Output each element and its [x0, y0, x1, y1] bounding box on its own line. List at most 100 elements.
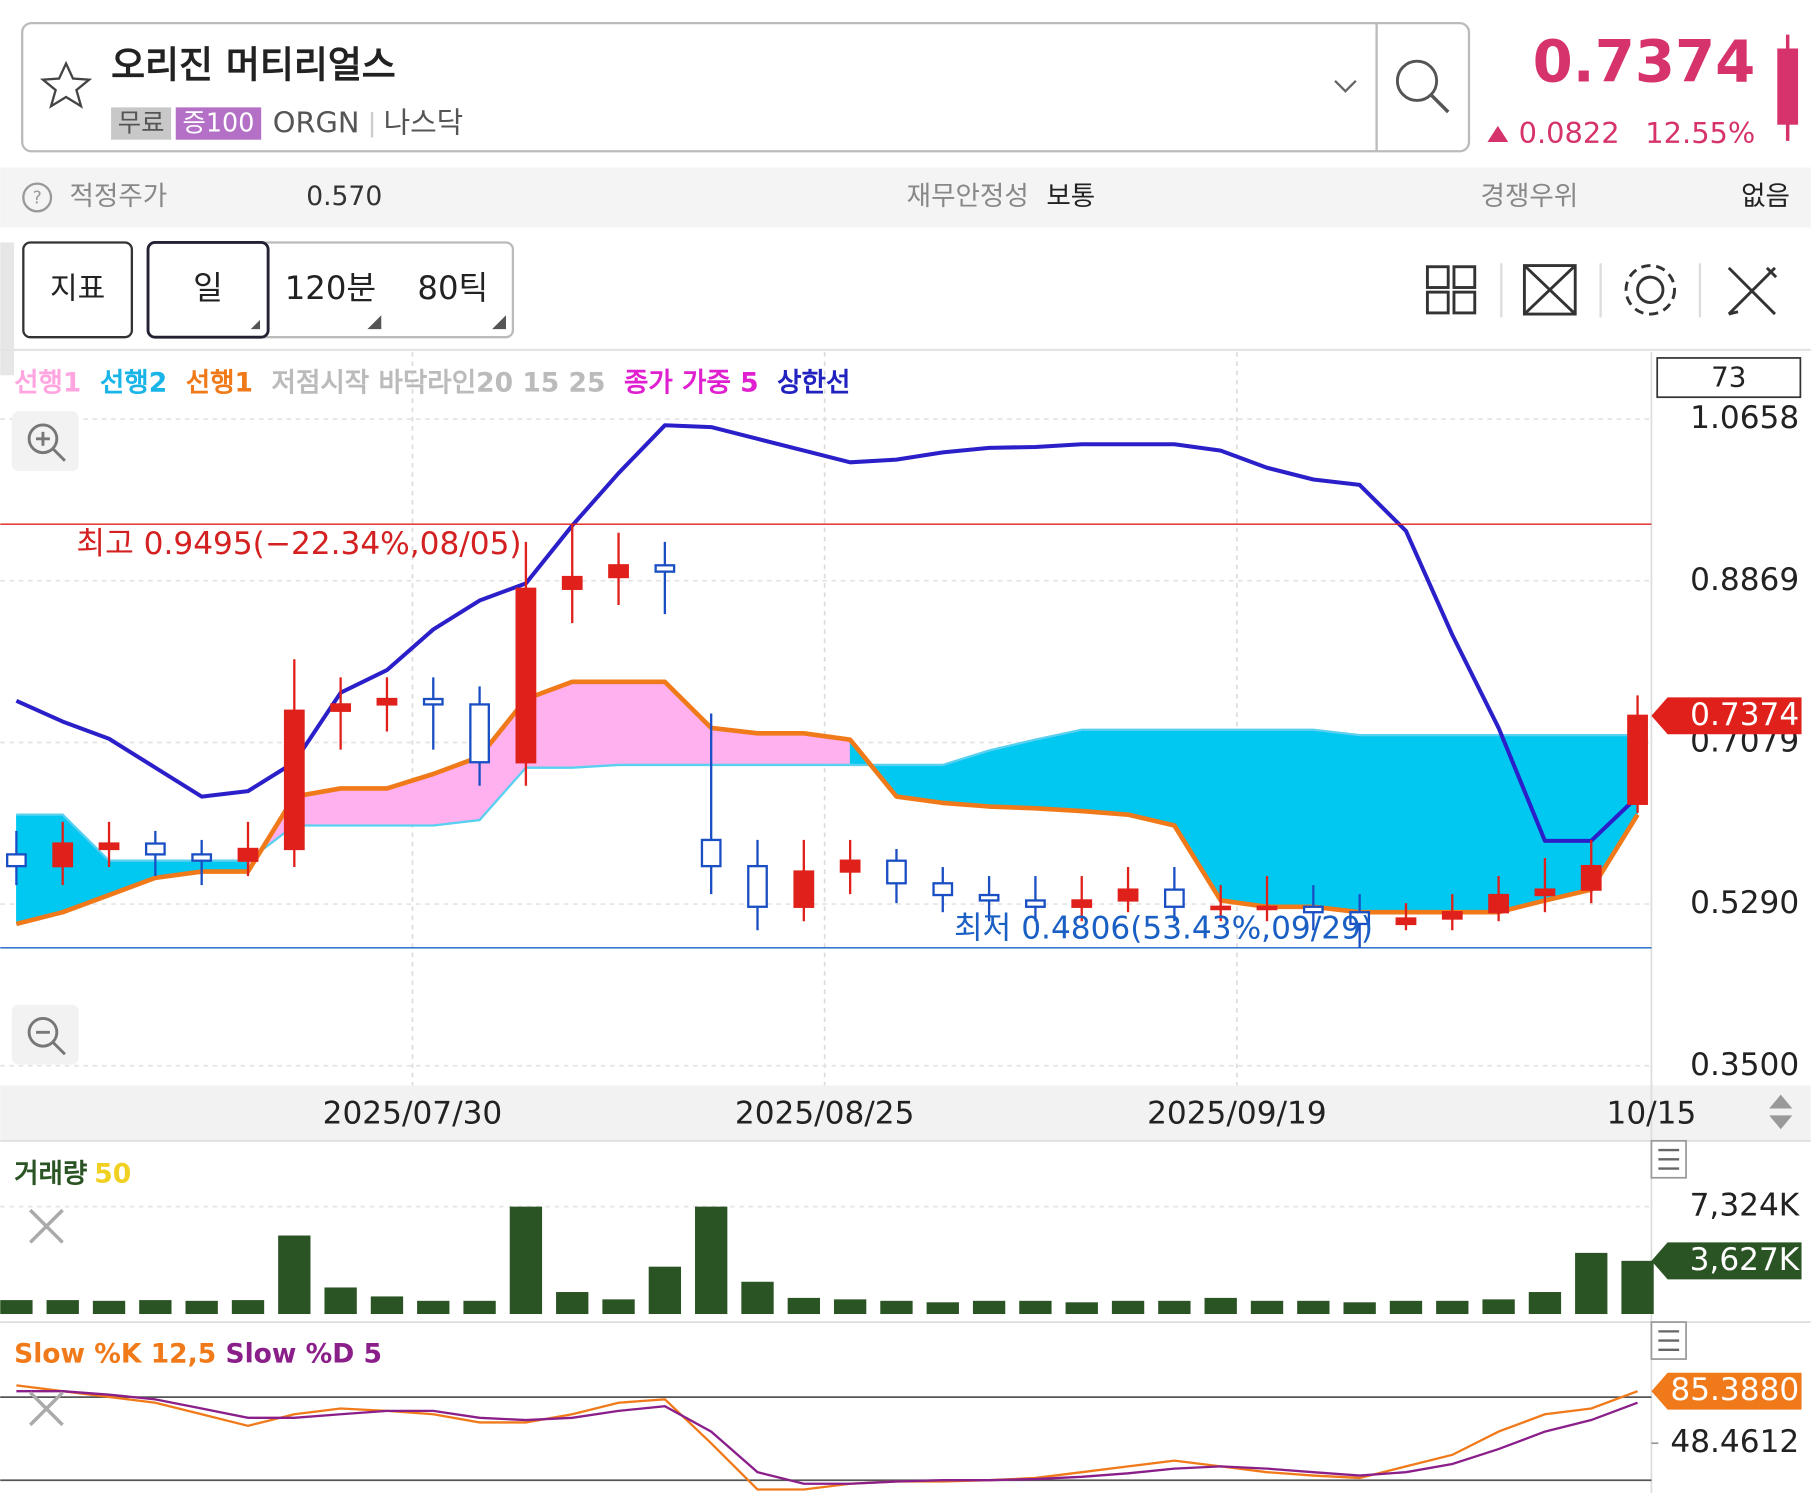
- cloud: [571, 681, 619, 768]
- current-price: 0.7374: [1533, 27, 1756, 95]
- legend-item: Slow %D 5: [225, 1338, 382, 1369]
- cloud: [16, 814, 64, 925]
- search-box[interactable]: [21, 21, 1471, 153]
- tab[interactable]: [22, 241, 134, 339]
- volume-bar: [833, 1299, 867, 1315]
- candle-body: [608, 564, 629, 579]
- y-tick-label: 48.4612: [1670, 1424, 1799, 1460]
- zoom-in[interactable]: [11, 411, 79, 472]
- zoom-in: [27, 423, 59, 455]
- up-arrow: [1487, 125, 1509, 143]
- cloud: [108, 860, 156, 896]
- layout-icon[interactable]: [1425, 265, 1450, 289]
- settings-icon: [1624, 264, 1676, 316]
- y-tick-label: 0.8869: [1690, 562, 1799, 598]
- volume-bar: [602, 1299, 635, 1315]
- badge-free: 무료: [118, 108, 165, 138]
- tab-label[interactable]: 120분: [285, 269, 376, 307]
- stoch-current-label: 85.3880: [1670, 1372, 1799, 1408]
- fair-label: 적정주가: [70, 181, 168, 212]
- cloud: [1220, 729, 1268, 908]
- stoch-panel: [16, 1384, 1638, 1491]
- price-change-pct: 12.55%: [1645, 116, 1755, 150]
- layout-icon: [1425, 290, 1450, 315]
- cloud: [1174, 729, 1221, 902]
- current-price-label: 0.7374: [1690, 697, 1799, 733]
- stoch-labels: 48.4612 85.3880: [1651, 1372, 1802, 1460]
- stock-name: 오리진 머티리얼스: [111, 43, 396, 86]
- cloud: [1405, 734, 1453, 913]
- market: 나스닥: [384, 106, 464, 140]
- tools-icon[interactable]: [1727, 266, 1778, 316]
- candle-body: [1071, 899, 1093, 908]
- x-tick-label: 2025/07/30: [323, 1095, 503, 1131]
- zoom-out: [36, 1030, 66, 1056]
- volume-bar: [231, 1300, 265, 1315]
- volume-bar: [556, 1292, 589, 1315]
- toolbar: [1425, 264, 1778, 316]
- candle-body: [932, 882, 954, 897]
- layout-icon: [1452, 265, 1477, 289]
- help-icon[interactable]: [22, 182, 53, 213]
- expand-icon[interactable]: [1522, 264, 1577, 316]
- volume-bar: [1528, 1292, 1562, 1315]
- volume-tag: [1651, 1242, 1802, 1280]
- volume-title: 거래량: [14, 1158, 87, 1189]
- close-icon[interactable]: [29, 1391, 64, 1427]
- max-note: 최고 0.9495(−22.34%,08/05): [76, 526, 521, 562]
- stability-label: 재무안정성: [907, 181, 1029, 212]
- volume-bar: [1158, 1300, 1191, 1315]
- cloud: [618, 681, 666, 766]
- side-handle[interactable]: [0, 242, 15, 376]
- tab-label[interactable]: 80틱: [417, 269, 488, 307]
- cloud: [757, 733, 805, 766]
- volume-bar: [1389, 1300, 1423, 1315]
- badge-bg: [111, 107, 172, 140]
- candle-body: [886, 859, 907, 885]
- stoch-line: [16, 1390, 1638, 1485]
- cloud: [1127, 729, 1175, 826]
- volume-bar: [92, 1300, 126, 1315]
- candle-body: [144, 842, 166, 856]
- volume-bar: [417, 1300, 450, 1315]
- cloud: [1313, 729, 1360, 913]
- candle-body: [793, 870, 815, 908]
- legend-item: 종가 가중 5: [624, 367, 759, 398]
- volume-bar: [1575, 1252, 1608, 1315]
- legend-item: 선행1: [186, 367, 253, 398]
- x-grid: [411, 352, 1238, 1086]
- volume-bar: [1019, 1300, 1052, 1315]
- cloud: [1266, 729, 1314, 908]
- volume-bar: [1204, 1297, 1237, 1315]
- dropdown-icon[interactable]: [1334, 80, 1357, 93]
- legend: 선행1 선행2 선행1 저점시작 바닥라인20 15 25 종가 가중 5 상한…: [14, 367, 850, 398]
- zoom-out[interactable]: [11, 1004, 79, 1065]
- volume-current-label: 3,627K: [1690, 1242, 1801, 1278]
- close-icon[interactable]: [29, 1208, 64, 1244]
- candle-body: [1395, 917, 1417, 926]
- volume-bar: [370, 1296, 404, 1315]
- x-axis-band: [0, 1085, 1811, 1141]
- candle-body: [330, 703, 352, 712]
- volume-bar: [463, 1300, 496, 1315]
- settings-icon[interactable]: [1636, 275, 1665, 304]
- candle-body: [978, 893, 1000, 902]
- star-icon[interactable]: [39, 60, 93, 109]
- volume-bar: [139, 1300, 172, 1315]
- volume-bar: [880, 1300, 913, 1315]
- badge-margin: 증100: [183, 108, 255, 138]
- volume-bar: [648, 1266, 682, 1315]
- scroll-arrows[interactable]: [1769, 1094, 1793, 1130]
- value-box: [1656, 357, 1802, 399]
- legend-item: 상한선: [777, 367, 850, 398]
- search-icon[interactable]: [1395, 59, 1439, 102]
- volume-bar: [324, 1287, 357, 1315]
- badge-bg: [175, 107, 262, 140]
- tab[interactable]: [146, 241, 270, 339]
- volume-bar: [1111, 1300, 1145, 1315]
- menu-icon: [1658, 1148, 1680, 1170]
- cloud: [1452, 734, 1499, 913]
- y-tick-label: 7,324K: [1690, 1188, 1801, 1224]
- volume-bar: [1621, 1260, 1654, 1315]
- cloud: [1359, 734, 1407, 913]
